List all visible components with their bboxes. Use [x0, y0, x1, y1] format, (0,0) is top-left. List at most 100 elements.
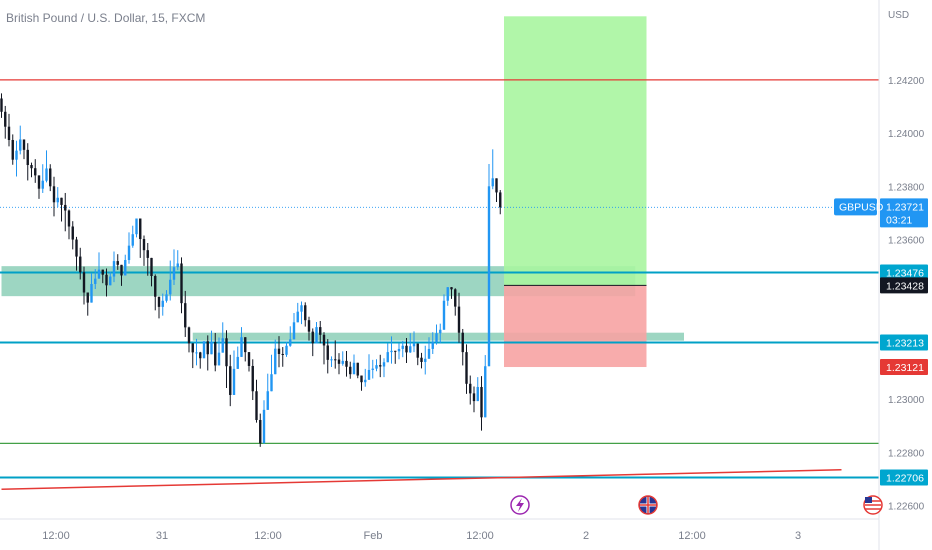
candle-body	[390, 350, 393, 353]
candle-body	[322, 334, 326, 346]
price-tag-cyan	[880, 264, 928, 281]
candle-body	[210, 342, 213, 355]
candle-body	[146, 250, 149, 258]
candle-body	[19, 139, 22, 151]
candle-body	[307, 320, 311, 332]
candle-body	[311, 331, 314, 344]
candle-body	[296, 311, 299, 323]
candle-body	[176, 263, 179, 268]
candle-body	[262, 409, 266, 444]
candle-body	[337, 359, 341, 364]
candle-body	[22, 139, 26, 150]
candle-body	[184, 303, 187, 328]
candle-body	[214, 342, 217, 366]
candle-body	[195, 352, 198, 354]
event-icons-layer	[510, 495, 883, 515]
candle-body	[446, 287, 449, 301]
candle-body	[409, 346, 412, 353]
candle-body	[341, 360, 344, 364]
trend-line	[1, 469, 842, 490]
candle-body	[397, 348, 401, 352]
candle-body	[4, 111, 7, 127]
time-axis[interactable]: 12:00 31 12:00 Feb 12:00 2 12:00 3	[0, 518, 879, 542]
time-tick-label: 12:00	[254, 530, 282, 542]
currency-label: USD	[888, 10, 909, 21]
candle-body	[202, 341, 206, 359]
candle-body	[442, 300, 446, 330]
position-tool[interactable]	[504, 16, 647, 368]
price-tag-value: 1.23428	[886, 280, 924, 292]
candle-body	[236, 356, 239, 369]
candle-body	[71, 226, 74, 240]
candle-body	[120, 264, 123, 276]
candle-body	[360, 375, 363, 383]
candle-body	[90, 283, 93, 303]
candle-body	[439, 329, 442, 334]
us-flag-icon[interactable]	[863, 495, 883, 515]
price-tag-black	[880, 277, 928, 294]
price-tick-label: 1.23600	[888, 236, 925, 247]
candles-layer	[0, 93, 502, 447]
candle-body	[45, 168, 48, 181]
candle-body	[172, 267, 176, 280]
time-tick-label: 31	[156, 530, 168, 542]
candle-body	[461, 332, 464, 353]
candle-body	[472, 393, 476, 402]
price-axis[interactable]: USD 1.24200 1.24000 1.23800 1.23600 1.23000 1.…	[878, 0, 925, 550]
candle-body	[109, 276, 112, 286]
candle-body	[169, 279, 172, 295]
candle-body	[326, 345, 329, 360]
candle-body	[251, 365, 254, 392]
candle-body	[86, 292, 89, 303]
lightning-icon[interactable]	[510, 495, 530, 515]
price-tick-label: 1.22800	[888, 448, 925, 459]
candle-body	[480, 386, 483, 418]
candle-body	[499, 192, 502, 208]
candle-body	[277, 348, 281, 354]
horizontal-lines-layer	[0, 79, 879, 490]
candle-body	[315, 327, 318, 344]
candle-body	[352, 362, 356, 375]
candle-body	[105, 274, 108, 286]
uk-flag-icon[interactable]	[638, 495, 658, 515]
candle-body	[292, 322, 296, 340]
candle-body	[232, 368, 236, 395]
last-price-value: 1.23721	[886, 201, 924, 213]
candle-body	[495, 178, 498, 193]
candle-body	[420, 357, 423, 362]
candle-body	[454, 289, 457, 307]
candle-body	[491, 178, 494, 187]
candle-body	[240, 337, 243, 357]
countdown-timer: 03:21	[886, 214, 912, 226]
candle-body	[412, 343, 416, 347]
candle-body	[229, 366, 232, 395]
candle-body	[225, 338, 228, 367]
price-tag-cyan	[880, 334, 928, 351]
candle-body	[41, 180, 44, 189]
candle-body	[427, 348, 431, 359]
candle-body	[165, 294, 168, 301]
candle-body	[259, 419, 262, 444]
support-zone	[192, 332, 684, 341]
stop-zone	[504, 285, 647, 368]
time-tick-label: 2	[583, 530, 589, 542]
candle-body	[244, 337, 247, 353]
candle-body	[26, 149, 29, 166]
candle-body	[157, 296, 161, 307]
candle-body	[206, 341, 209, 355]
candle-body	[330, 359, 333, 361]
price-tick-label: 1.22600	[888, 502, 925, 513]
candle-body	[79, 256, 82, 273]
price-tag-cyan	[880, 469, 928, 486]
candle-body	[34, 168, 37, 176]
candle-body	[379, 365, 382, 367]
price-tag-red	[880, 359, 928, 376]
candle-body	[484, 366, 487, 418]
candle-body	[345, 360, 348, 367]
candle-body	[139, 218, 142, 240]
candle-body	[367, 369, 371, 380]
candle-body	[116, 261, 119, 265]
candle-body	[386, 352, 389, 363]
candle-body	[49, 168, 52, 187]
